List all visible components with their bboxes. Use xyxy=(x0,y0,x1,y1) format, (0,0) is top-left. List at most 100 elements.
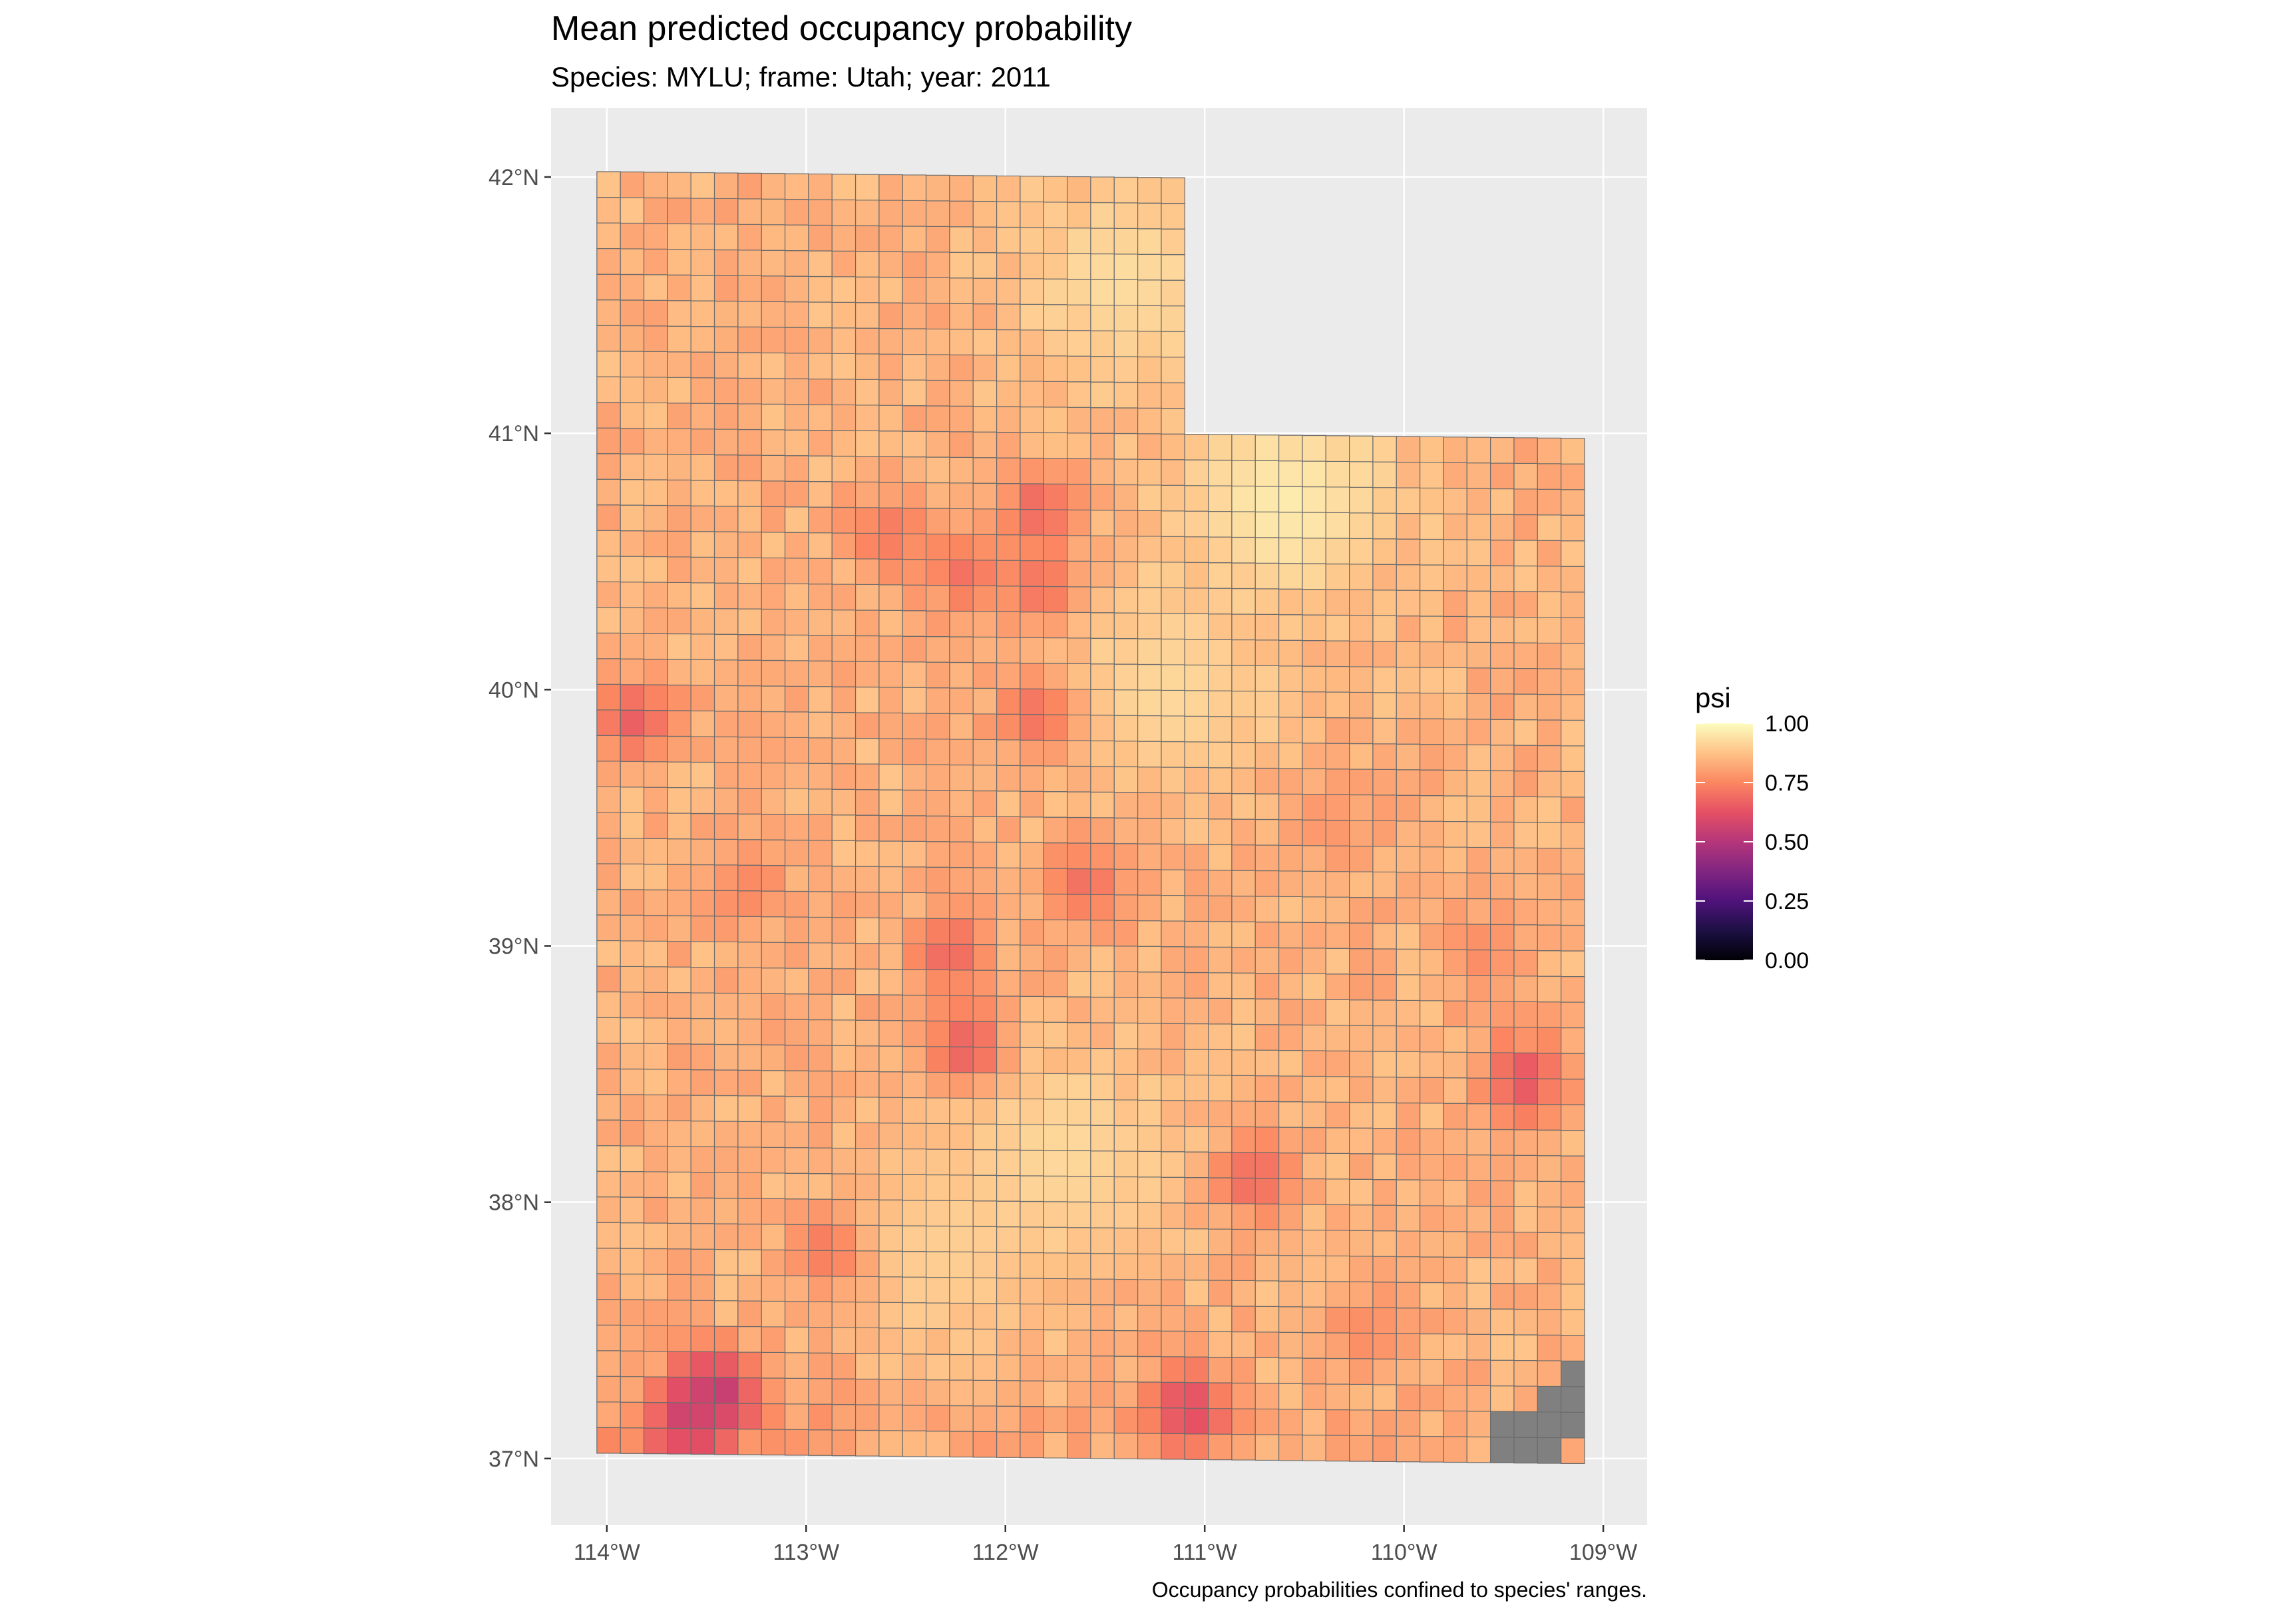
occupancy-cell xyxy=(902,302,927,329)
occupancy-cell xyxy=(949,1226,974,1253)
occupancy-cell xyxy=(878,379,903,406)
occupancy-cell xyxy=(713,813,739,840)
occupancy-cell xyxy=(1090,612,1115,639)
occupancy-cell xyxy=(1278,922,1303,949)
occupancy-cell xyxy=(620,991,645,1019)
occupancy-cell xyxy=(1278,460,1303,487)
occupancy-cell xyxy=(878,968,903,995)
occupancy-cell xyxy=(690,608,715,635)
occupancy-cell xyxy=(620,1170,645,1198)
occupancy-cell xyxy=(1396,1282,1421,1309)
occupancy-cell xyxy=(596,1196,621,1223)
occupancy-cell xyxy=(1137,536,1162,563)
occupancy-cell xyxy=(1349,896,1374,924)
occupancy-cell xyxy=(1490,462,1515,490)
occupancy-cell xyxy=(784,429,809,456)
occupancy-cell xyxy=(1066,637,1091,665)
occupancy-cell xyxy=(620,222,645,250)
occupancy-cell xyxy=(1090,920,1115,947)
occupancy-cell xyxy=(996,688,1021,715)
occupancy-cell xyxy=(996,1380,1021,1407)
occupancy-cell xyxy=(643,1043,668,1070)
occupancy-cell xyxy=(1113,305,1139,332)
occupancy-cell xyxy=(1020,457,1044,484)
occupancy-cell xyxy=(737,1249,762,1276)
occupancy-cell xyxy=(1372,1435,1397,1462)
occupancy-cell xyxy=(902,353,927,381)
occupancy-cell xyxy=(1020,1380,1044,1407)
occupancy-cell xyxy=(1278,614,1303,641)
occupancy-cell xyxy=(667,325,691,353)
occupancy-cell xyxy=(761,1403,786,1430)
occupancy-cell xyxy=(949,1431,974,1458)
occupancy-cell xyxy=(690,1326,715,1352)
occupancy-cell xyxy=(972,1328,998,1355)
occupancy-cell xyxy=(1043,688,1068,715)
occupancy-cell xyxy=(1231,1228,1256,1256)
occupancy-cell xyxy=(902,789,927,816)
occupancy-cell xyxy=(1396,616,1421,642)
occupancy-cell xyxy=(1161,1254,1185,1280)
occupancy-cell xyxy=(1090,1202,1115,1228)
occupancy-cell xyxy=(620,1196,645,1224)
occupancy-cell xyxy=(737,890,762,917)
occupancy-cell xyxy=(784,1352,809,1379)
occupancy-cell xyxy=(855,661,880,688)
occupancy-cell xyxy=(1443,820,1467,848)
occupancy-cell xyxy=(831,1173,857,1200)
occupancy-cell xyxy=(1372,743,1397,770)
occupancy-cell xyxy=(1161,1125,1185,1153)
occupancy-cell xyxy=(1420,667,1444,694)
occupancy-cell xyxy=(996,201,1021,228)
occupancy-cell xyxy=(1420,1308,1444,1335)
occupancy-cell xyxy=(808,481,833,508)
occupancy-cell xyxy=(1372,1307,1397,1334)
occupancy-cell xyxy=(831,1096,857,1123)
occupancy-cell xyxy=(925,533,950,560)
occupancy-cell xyxy=(878,789,903,816)
occupancy-cell xyxy=(1420,795,1444,822)
occupancy-cell xyxy=(1184,767,1209,794)
occupancy-cell xyxy=(855,994,880,1021)
occupancy-cell xyxy=(949,277,974,304)
occupancy-cell xyxy=(1372,461,1397,488)
occupancy-cell xyxy=(1066,791,1091,818)
occupancy-cell xyxy=(855,635,880,662)
occupancy-cell xyxy=(1349,1153,1374,1180)
occupancy-cell xyxy=(831,1327,857,1354)
occupancy-cell xyxy=(1161,484,1185,512)
occupancy-cell xyxy=(690,1223,715,1250)
occupancy-cell xyxy=(925,1046,950,1073)
occupancy-cell xyxy=(1254,793,1280,820)
occupancy-cell xyxy=(925,1379,950,1406)
occupancy-cell xyxy=(855,405,880,431)
occupancy-cell xyxy=(643,504,668,532)
occupancy-cell xyxy=(1443,846,1467,874)
occupancy-cell xyxy=(620,1043,645,1070)
occupancy-cell xyxy=(1513,1027,1538,1053)
occupancy-cell xyxy=(1043,894,1068,920)
occupancy-cell xyxy=(1184,1023,1209,1050)
occupancy-cell xyxy=(1278,1409,1303,1435)
occupancy-cell xyxy=(831,1198,857,1226)
occupancy-cell xyxy=(620,863,645,890)
occupancy-cell xyxy=(1020,329,1044,357)
x-tick-label: 114°W xyxy=(574,1540,640,1565)
occupancy-cell xyxy=(1090,1278,1115,1306)
x-tick-label: 110°W xyxy=(1371,1540,1437,1565)
occupancy-cell xyxy=(996,406,1021,433)
legend-tick-label: 1.00 xyxy=(1765,711,1809,737)
occupancy-cell xyxy=(925,841,950,868)
occupancy-cell xyxy=(1490,1103,1515,1131)
occupancy-cell xyxy=(1137,843,1162,870)
occupancy-cell xyxy=(831,993,857,1021)
occupancy-cell xyxy=(1466,1103,1491,1130)
occupancy-cell xyxy=(1349,589,1374,616)
occupancy-cell xyxy=(1161,1151,1185,1178)
occupancy-cell xyxy=(1161,1381,1185,1409)
occupancy-cell xyxy=(1396,999,1421,1027)
occupancy-cell xyxy=(1443,1410,1467,1437)
occupancy-cell xyxy=(1043,202,1068,228)
occupancy-cell xyxy=(1561,514,1585,542)
occupancy-cell xyxy=(1137,663,1162,691)
